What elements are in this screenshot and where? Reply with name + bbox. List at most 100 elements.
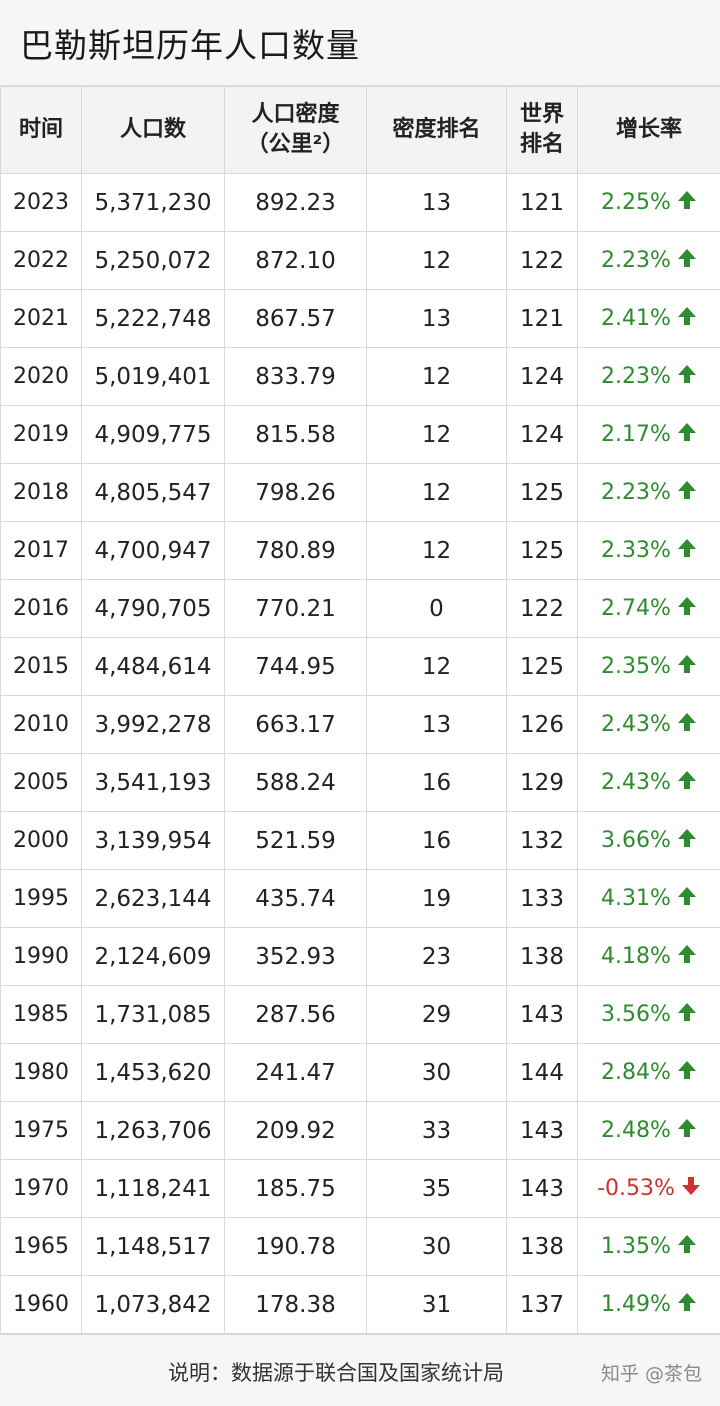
growth-value: 2.33% xyxy=(601,538,671,563)
growth-value: 3.56% xyxy=(601,1002,671,1027)
world-rank-cell: 132 xyxy=(507,812,578,870)
density-rank-cell: 12 xyxy=(367,406,507,464)
population-cell: 5,222,748 xyxy=(82,290,225,348)
arrow-up-icon xyxy=(677,1292,697,1318)
growth-cell: 4.18% xyxy=(578,928,720,986)
growth-cell: 2.74% xyxy=(578,580,720,638)
growth-value: 2.35% xyxy=(601,654,671,679)
footer: 说明：数据源于联合国及国家统计局 知乎 @茶包 xyxy=(0,1334,720,1406)
density-cell: 178.38 xyxy=(225,1276,367,1334)
density-cell: 770.21 xyxy=(225,580,367,638)
population-cell: 3,541,193 xyxy=(82,754,225,812)
arrow-up-icon xyxy=(677,944,697,970)
world-rank-cell: 126 xyxy=(507,696,578,754)
growth-cell: 2.23% xyxy=(578,464,720,522)
density-rank-cell: 19 xyxy=(367,870,507,928)
world-rank-cell: 137 xyxy=(507,1276,578,1334)
header-world-rank: 世界 排名 xyxy=(507,87,578,174)
header-population: 人口数 xyxy=(82,87,225,174)
arrow-up-icon xyxy=(677,1060,697,1086)
header-density-line1: 人口密度 xyxy=(251,102,339,127)
year-cell: 1975 xyxy=(1,1102,82,1160)
growth-cell: 2.25% xyxy=(578,174,720,232)
population-cell: 1,263,706 xyxy=(82,1102,225,1160)
header-world-rank-line2: 排名 xyxy=(520,132,564,157)
growth-value: 1.49% xyxy=(601,1292,671,1317)
population-cell: 1,148,517 xyxy=(82,1218,225,1276)
density-cell: 185.75 xyxy=(225,1160,367,1218)
arrow-down-icon xyxy=(681,1176,701,1202)
density-rank-cell: 12 xyxy=(367,232,507,290)
growth-cell: 1.49% xyxy=(578,1276,720,1334)
density-cell: 892.23 xyxy=(225,174,367,232)
year-cell: 1985 xyxy=(1,986,82,1044)
density-rank-cell: 13 xyxy=(367,290,507,348)
growth-value: 2.43% xyxy=(601,770,671,795)
density-rank-cell: 12 xyxy=(367,522,507,580)
world-rank-cell: 122 xyxy=(507,580,578,638)
arrow-up-icon xyxy=(677,712,697,738)
arrow-up-icon xyxy=(677,364,697,390)
arrow-up-icon xyxy=(677,422,697,448)
header-year: 时间 xyxy=(1,87,82,174)
population-cell: 5,371,230 xyxy=(82,174,225,232)
world-rank-cell: 138 xyxy=(507,928,578,986)
year-cell: 1995 xyxy=(1,870,82,928)
density-cell: 588.24 xyxy=(225,754,367,812)
population-cell: 5,019,401 xyxy=(82,348,225,406)
world-rank-cell: 124 xyxy=(507,406,578,464)
growth-value: -0.53% xyxy=(597,1176,675,1201)
density-cell: 798.26 xyxy=(225,464,367,522)
footer-note: 说明：数据源于联合国及国家统计局 xyxy=(168,1357,504,1387)
growth-cell: 4.31% xyxy=(578,870,720,928)
world-rank-cell: 138 xyxy=(507,1218,578,1276)
population-cell: 3,139,954 xyxy=(82,812,225,870)
year-cell: 2020 xyxy=(1,348,82,406)
density-rank-cell: 16 xyxy=(367,812,507,870)
density-cell: 744.95 xyxy=(225,638,367,696)
year-cell: 2000 xyxy=(1,812,82,870)
density-cell: 435.74 xyxy=(225,870,367,928)
population-cell: 2,623,144 xyxy=(82,870,225,928)
header-density: 人口密度 （公里²） xyxy=(225,87,367,174)
footer-credit: 知乎 @茶包 xyxy=(601,1359,702,1386)
growth-cell: 3.56% xyxy=(578,986,720,1044)
growth-cell: 2.23% xyxy=(578,348,720,406)
header-density-rank: 密度排名 xyxy=(367,87,507,174)
growth-cell: 2.43% xyxy=(578,696,720,754)
arrow-up-icon xyxy=(677,538,697,564)
population-cell: 4,484,614 xyxy=(82,638,225,696)
growth-cell: 2.35% xyxy=(578,638,720,696)
growth-value: 4.31% xyxy=(601,886,671,911)
density-rank-cell: 16 xyxy=(367,754,507,812)
density-cell: 867.57 xyxy=(225,290,367,348)
growth-value: 2.43% xyxy=(601,712,671,737)
arrow-up-icon xyxy=(677,828,697,854)
growth-value: 2.23% xyxy=(601,248,671,273)
population-cell: 1,118,241 xyxy=(82,1160,225,1218)
growth-cell: 2.23% xyxy=(578,232,720,290)
arrow-up-icon xyxy=(677,1118,697,1144)
density-rank-cell: 35 xyxy=(367,1160,507,1218)
world-rank-cell: 124 xyxy=(507,348,578,406)
world-rank-cell: 121 xyxy=(507,174,578,232)
year-cell: 2015 xyxy=(1,638,82,696)
growth-value: 2.17% xyxy=(601,422,671,447)
density-rank-cell: 29 xyxy=(367,986,507,1044)
